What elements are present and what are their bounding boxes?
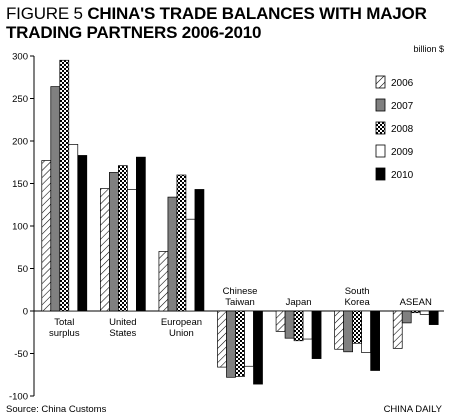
bar-2008 [293, 310, 304, 342]
bar-2009 [419, 310, 430, 315]
legend: 2006 2007 2008 2009 2010 [375, 75, 414, 181]
legend-label-2008: 2008 [391, 124, 414, 135]
bar-2009 [185, 218, 196, 312]
legend-label-2007: 2007 [391, 101, 414, 112]
bar-2010 [428, 310, 439, 325]
legend-label-2006: 2006 [391, 78, 414, 89]
legend-swatch-2006 [375, 75, 386, 89]
source-note: Source: China Customs [6, 404, 107, 415]
bar-2010 [77, 155, 88, 312]
category-label: Korea [344, 297, 370, 308]
y-tick-label: -100 [9, 392, 28, 403]
legend-label-2009: 2009 [391, 147, 414, 158]
bar-2009 [244, 310, 254, 367]
bar-2008 [176, 174, 187, 312]
category-label: Japan [286, 297, 312, 308]
bar-2006 [41, 160, 52, 312]
bar-2007 [50, 86, 61, 312]
y-tick-label: 300 [12, 52, 28, 63]
bar-2007 [226, 310, 236, 378]
y-tick-label: -50 [14, 349, 28, 360]
y-tick-label: 50 [17, 264, 28, 275]
bar-2008 [118, 165, 128, 312]
y-axis: -100 -50 0 50 100 150 200 250 300 [9, 52, 444, 403]
bar-2007 [284, 310, 295, 339]
chart-title-text: CHINA'S TRADE BALANCES WITH MAJOR TRADIN… [6, 4, 427, 42]
bar-2006 [217, 310, 227, 368]
category-label: Total [54, 317, 74, 328]
chart-title: FIGURE 5 CHINA'S TRADE BALANCES WITH MAJ… [6, 4, 446, 42]
unit-label: billion $ [413, 44, 444, 54]
bar-2007 [401, 310, 412, 324]
category-label: States [109, 328, 136, 339]
bar-2007 [109, 172, 119, 312]
category-label: ASEAN [400, 297, 432, 308]
bar-2010 [253, 310, 263, 385]
bar-2010 [311, 310, 322, 359]
figure-label: FIGURE 5 [6, 4, 88, 23]
bar-2008 [235, 310, 245, 377]
bar-2006 [158, 251, 169, 312]
bar-2006 [392, 310, 403, 349]
y-tick-label: 100 [12, 222, 28, 233]
bar-2010 [194, 189, 205, 312]
bar-2010 [136, 156, 146, 312]
bar-2009 [68, 144, 79, 312]
bar-2008 [59, 59, 70, 312]
bar-2009 [361, 310, 371, 354]
legend-swatch-2009 [375, 144, 386, 158]
legend-swatch-2007 [375, 98, 386, 112]
y-tick-label: 0 [23, 307, 28, 318]
category-label: United [109, 317, 136, 328]
legend-swatch-2008 [375, 121, 386, 135]
category-label: European [161, 317, 202, 328]
bar-2010 [370, 310, 380, 371]
bars [41, 59, 439, 385]
category-label: Taiwan [225, 297, 255, 308]
category-label: Chinese [223, 286, 258, 297]
bar-2008 [410, 310, 421, 314]
bar-2007 [343, 310, 353, 353]
category-label: surplus [49, 328, 80, 339]
y-tick-label: 200 [12, 137, 28, 148]
bar-2009 [127, 189, 137, 312]
bar-2006 [334, 310, 344, 350]
bar-2009 [302, 310, 313, 340]
bar-2006 [100, 188, 110, 312]
bar-2007 [167, 196, 178, 312]
bar-2006 [275, 310, 286, 332]
publisher-brand: CHINA DAILY [383, 404, 442, 415]
legend-swatch-2010 [375, 167, 386, 181]
y-tick-label: 250 [12, 94, 28, 105]
category-label: South [345, 286, 370, 297]
category-label: Union [169, 328, 194, 339]
legend-label-2010: 2010 [391, 170, 414, 181]
bar-2008 [352, 310, 362, 344]
y-tick-label: 150 [12, 179, 28, 190]
